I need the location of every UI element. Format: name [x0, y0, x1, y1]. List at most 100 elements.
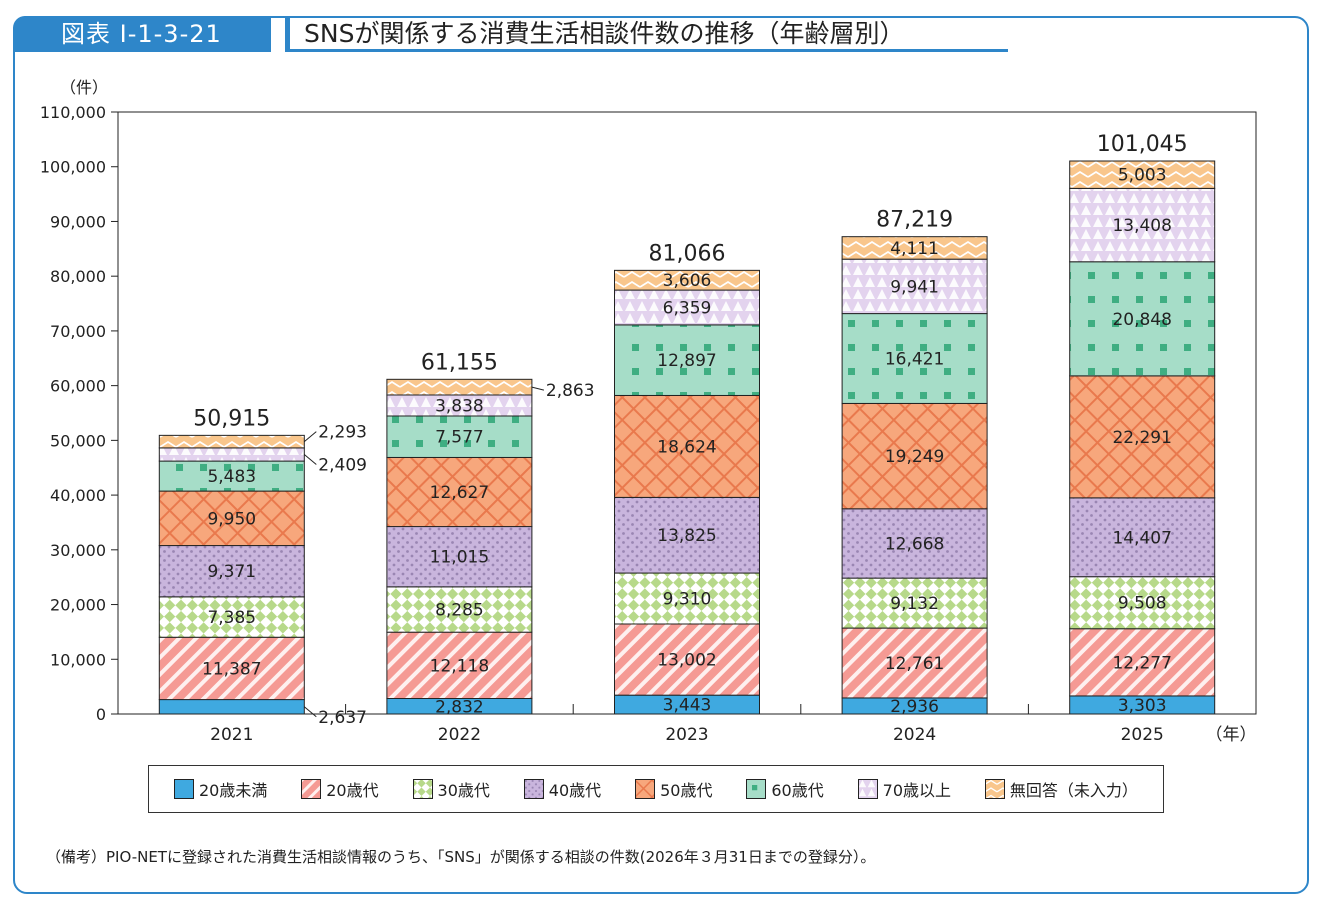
data-labels: 2,637 11,387 7,385 9,371 9,950 5,483 2,409 2,29…	[193, 132, 1187, 728]
segment-value-label: 16,421	[885, 350, 944, 370]
bar-segment	[841, 313, 988, 404]
segment-value-label: 13,408	[1112, 216, 1171, 236]
legend-label: 50歳代	[660, 781, 713, 800]
leader-line	[303, 454, 317, 465]
segment-value-label: 18,624	[657, 437, 716, 457]
legend-swatch	[173, 779, 194, 799]
y-tick-label: 0	[96, 705, 106, 724]
segment-value-label: 9,941	[890, 277, 939, 297]
leader-line	[531, 386, 545, 391]
y-tick-label: 110,000	[40, 103, 106, 122]
segment-value-label: 7,385	[207, 608, 256, 628]
legend-item: 30歳代	[412, 777, 490, 801]
total-value-label: 61,155	[421, 350, 498, 375]
segment-value-label: 3,443	[663, 696, 712, 716]
segment-value-label: 2,863	[546, 381, 595, 401]
total-value-label: 87,219	[876, 208, 953, 233]
segment-value-label: 5,483	[207, 467, 256, 487]
segment-value-label: 14,407	[1112, 528, 1171, 548]
segment-value-label: 7,577	[435, 428, 484, 448]
leader-line	[303, 706, 317, 718]
total-value-label: 50,915	[193, 406, 270, 431]
segment-value-label: 12,897	[657, 351, 716, 371]
bar-segment	[386, 526, 533, 588]
segment-value-label: 2,936	[890, 697, 939, 717]
figure-header: 図表 I-1-3-21 SNSが関係する消費生活相談件数の推移（年齢層別）	[13, 16, 1309, 52]
figure-tag: 図表 I-1-3-21	[13, 16, 271, 52]
bar-segment	[158, 596, 305, 638]
bar-segment	[614, 394, 760, 498]
legend-swatch	[635, 779, 656, 799]
bar-segment	[1069, 160, 1216, 189]
x-tick-label: 2025	[1121, 725, 1164, 745]
legend-item: 20歳未満	[173, 777, 268, 801]
segment-value-label: 11,015	[430, 548, 489, 568]
segment-value-label: 3,606	[663, 271, 712, 291]
legend-item: 50歳代	[635, 777, 712, 801]
legend-swatch	[984, 779, 1005, 799]
y-tick-label: 60,000	[50, 377, 106, 396]
legend-item: 40歳代	[523, 777, 601, 801]
bar-segment	[841, 508, 988, 579]
legend-label: 無回答（未入力）	[1009, 781, 1138, 800]
x-unit-label: （年）	[1206, 725, 1257, 745]
figure-frame	[13, 16, 1309, 894]
segment-value-label: 2,293	[318, 423, 367, 443]
bar-segment	[614, 324, 760, 396]
bar-segment	[841, 236, 988, 260]
x-tick-label: 2024	[893, 725, 936, 745]
bar-segment	[841, 402, 988, 510]
segment-value-label: 12,118	[430, 656, 489, 676]
total-value-label: 101,045	[1097, 132, 1188, 157]
bar-segment	[386, 631, 533, 700]
y-tick-label: 90,000	[50, 212, 106, 231]
y-tick-label: 20,000	[50, 596, 106, 615]
total-value-label: 81,066	[649, 241, 726, 266]
axes: 0 10,000 20,000 30,000 40,000 50,000 60,000 70,…	[40, 78, 1257, 745]
legend-swatch	[523, 779, 544, 799]
bars	[158, 160, 1216, 715]
y-tick-label: 80,000	[50, 267, 106, 286]
segment-value-label: 12,627	[430, 483, 489, 503]
bar-segment	[841, 258, 988, 315]
y-tick-label: 40,000	[50, 486, 106, 505]
bar-segment	[614, 269, 760, 291]
legend-item: 20歳代	[301, 777, 379, 801]
segment-value-label: 9,132	[890, 594, 939, 614]
bar-segment	[386, 456, 533, 528]
y-unit-label: （件）	[60, 78, 108, 97]
y-tick-label: 100,000	[40, 158, 106, 177]
legend-label: 20歳未満	[198, 781, 268, 800]
segment-value-label: 5,003	[1118, 166, 1167, 186]
title-underline	[285, 49, 1008, 52]
figure-title: SNSが関係する消費生活相談件数の推移（年齢層別）	[304, 19, 905, 48]
legend-swatch	[857, 779, 878, 799]
bar-segment	[1069, 261, 1216, 377]
bar-segment	[841, 627, 988, 699]
bar-segment	[158, 545, 305, 598]
segment-value-label: 19,249	[885, 447, 944, 467]
bar-segment	[158, 447, 305, 462]
legend: 20歳未満 20歳代 30歳代 40歳代 50歳代 60歳代 70歳以上 無回答（未入力）	[148, 765, 1164, 813]
bar-segment	[1069, 187, 1216, 263]
segment-value-label: 22,291	[1112, 428, 1171, 448]
bar-segment	[158, 460, 305, 492]
y-tick-label: 70,000	[50, 322, 106, 341]
x-tick-label: 2023	[665, 725, 708, 745]
y-tick-label: 50,000	[50, 431, 106, 450]
bar-segment	[614, 572, 760, 625]
legend-swatch	[746, 779, 767, 799]
segment-value-label: 6,359	[663, 298, 712, 318]
bar-segment	[1069, 375, 1216, 499]
segment-value-label: 20,848	[1112, 310, 1171, 330]
segment-value-label: 12,277	[1112, 653, 1171, 673]
x-tick-label: 2022	[438, 725, 481, 745]
legend-label: 30歳代	[437, 781, 490, 800]
leader-line	[303, 431, 317, 443]
title-accent	[285, 16, 290, 52]
legend-label: 60歳代	[771, 781, 824, 800]
segment-value-label: 11,387	[202, 659, 261, 679]
x-tick-label: 2021	[210, 725, 253, 745]
segment-value-label: 9,508	[1118, 594, 1167, 614]
y-tick-label: 30,000	[50, 541, 106, 560]
